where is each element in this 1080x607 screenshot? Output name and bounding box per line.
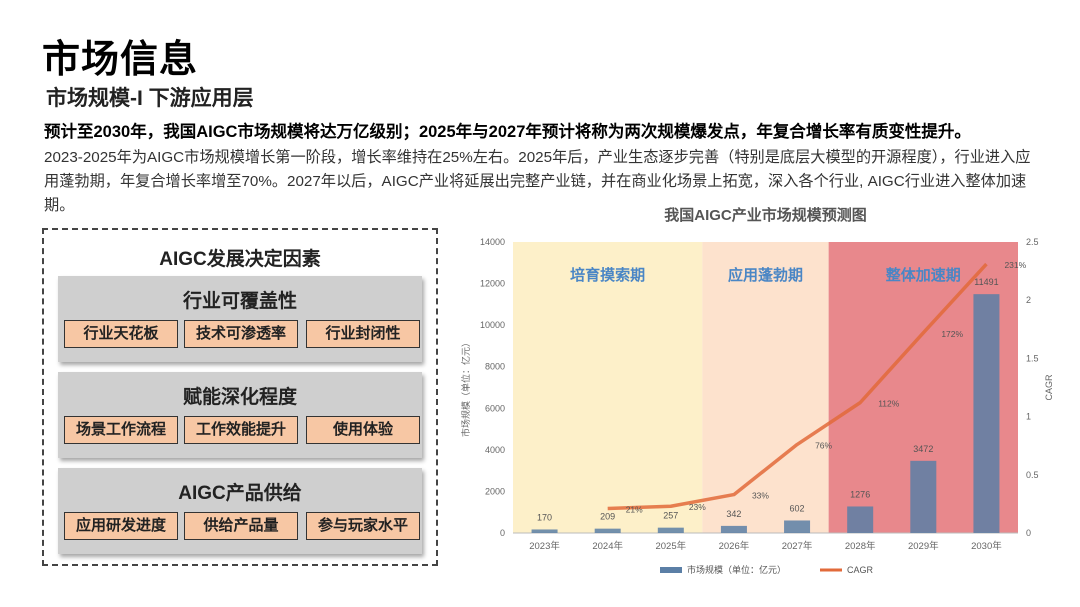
cagr-data-label: 172%: [941, 329, 963, 339]
factor-group-supply: AIGC产品供给 应用研发进度 供给产品量 参与玩家水平: [58, 468, 422, 554]
x-tick-label: 2025年: [655, 540, 686, 552]
y-tick-label: 8000: [485, 362, 505, 372]
factor-chip: 供给产品量: [184, 512, 298, 540]
y2-tick-label: 2: [1026, 295, 1031, 305]
x-tick-label: 2026年: [719, 540, 750, 552]
bar-data-label: 602: [790, 503, 805, 513]
y-tick-label: 0: [500, 528, 505, 538]
bar-data-label: 257: [663, 511, 678, 521]
y-tick-label: 4000: [485, 445, 505, 455]
y-tick-label: 12000: [480, 279, 505, 289]
bar-data-label: 11491: [974, 277, 998, 287]
bar: [594, 528, 621, 533]
group-title: AIGC产品供给: [178, 483, 302, 504]
bar: [784, 520, 811, 533]
legend-line-label: CAGR: [847, 565, 874, 575]
y2-tick-label: 1.5: [1026, 353, 1039, 363]
bar: [847, 506, 874, 533]
legend-bar-label: 市场规模（单位：亿元）: [687, 564, 786, 575]
factors-title: AIGC发展决定因素: [159, 249, 321, 270]
bar: [657, 527, 684, 533]
cagr-line: [607, 262, 988, 511]
bar: [720, 525, 747, 533]
y2-tick-label: 0: [1026, 528, 1031, 538]
x-tick-label: 2028年: [845, 540, 876, 552]
group-title: 行业可覆盖性: [182, 291, 297, 312]
headline: 预计至2030年，我国AIGC市场规模将达万亿级别；2025年与2027年预计将…: [44, 123, 971, 141]
factor-group-coverage: 行业可覆盖性 行业天花板 技术可渗透率 行业封闭性: [58, 276, 422, 362]
factors-panel: AIGC发展决定因素 行业可覆盖性 行业天花板 技术可渗透率 行业封闭性 赋能深…: [42, 228, 438, 566]
x-tick-label: 2027年: [782, 540, 813, 552]
cagr-data-label: 21%: [626, 505, 643, 515]
y-axis-label: 市场规模（单位：亿元）: [460, 338, 471, 437]
bar-data-label: 209: [600, 512, 615, 522]
cagr-data-label: 112%: [878, 399, 900, 409]
factor-chip: 使用体验: [306, 416, 420, 444]
page-title: 市场信息: [42, 39, 199, 81]
factor-chip: 行业封闭性: [306, 320, 420, 348]
y-tick-label: 6000: [485, 403, 505, 413]
y2-axis-label: CAGR: [1044, 374, 1054, 401]
phase-label: 应用蓬勃期: [728, 266, 803, 284]
cagr-data-label: 23%: [689, 502, 706, 512]
bar-data-label: 3472: [913, 444, 933, 454]
x-tick-label: 2029年: [908, 540, 939, 552]
y2-tick-label: 0.5: [1026, 470, 1039, 480]
x-tick-label: 2023年: [529, 540, 560, 552]
bar: [973, 294, 1000, 533]
y-tick-label: 2000: [485, 486, 505, 496]
cagr-data-label: 231%: [1004, 260, 1026, 270]
cagr-data-label: 76%: [815, 441, 832, 451]
legend-bar-swatch: [660, 567, 682, 573]
phase-band: [513, 242, 703, 533]
group-title: 赋能深化程度: [182, 387, 297, 408]
y-tick-label: 10000: [480, 320, 505, 330]
phase-label: 培育摸索期: [570, 266, 645, 284]
bar: [531, 529, 558, 533]
phase-label: 整体加速期: [886, 266, 961, 284]
x-tick-label: 2024年: [592, 540, 623, 552]
bar-data-label: 1276: [850, 489, 870, 499]
factor-group-empowerment: 赋能深化程度 场景工作流程 工作效能提升 使用体验: [58, 372, 422, 458]
cagr-data-label: 33%: [752, 491, 769, 501]
factor-chip: 工作效能提升: [184, 416, 298, 444]
phase-band: [702, 242, 829, 533]
factor-chip: 参与玩家水平: [306, 512, 420, 540]
factor-chip: 场景工作流程: [64, 416, 178, 444]
y2-tick-label: 1: [1026, 412, 1031, 422]
x-tick-label: 2030年: [971, 540, 1002, 552]
bar: [910, 460, 937, 533]
body-text: 2023-2025年为AIGC市场规模增长第一阶段，增长率维持在25%左右。20…: [44, 149, 1031, 214]
section-subtitle: 市场规模-I 下游应用层: [46, 87, 254, 110]
factor-chip: 行业天花板: [64, 320, 178, 348]
y2-tick-label: 2.5: [1026, 237, 1039, 247]
bar-data-label: 342: [726, 509, 741, 519]
y-tick-label: 14000: [480, 237, 505, 247]
bar-data-label: 170: [537, 512, 552, 522]
factor-chip: 应用研发进度: [64, 512, 178, 540]
factor-chip: 技术可渗透率: [184, 320, 298, 348]
chart-title: 我国AIGC产业市场规模预测图: [664, 206, 867, 224]
